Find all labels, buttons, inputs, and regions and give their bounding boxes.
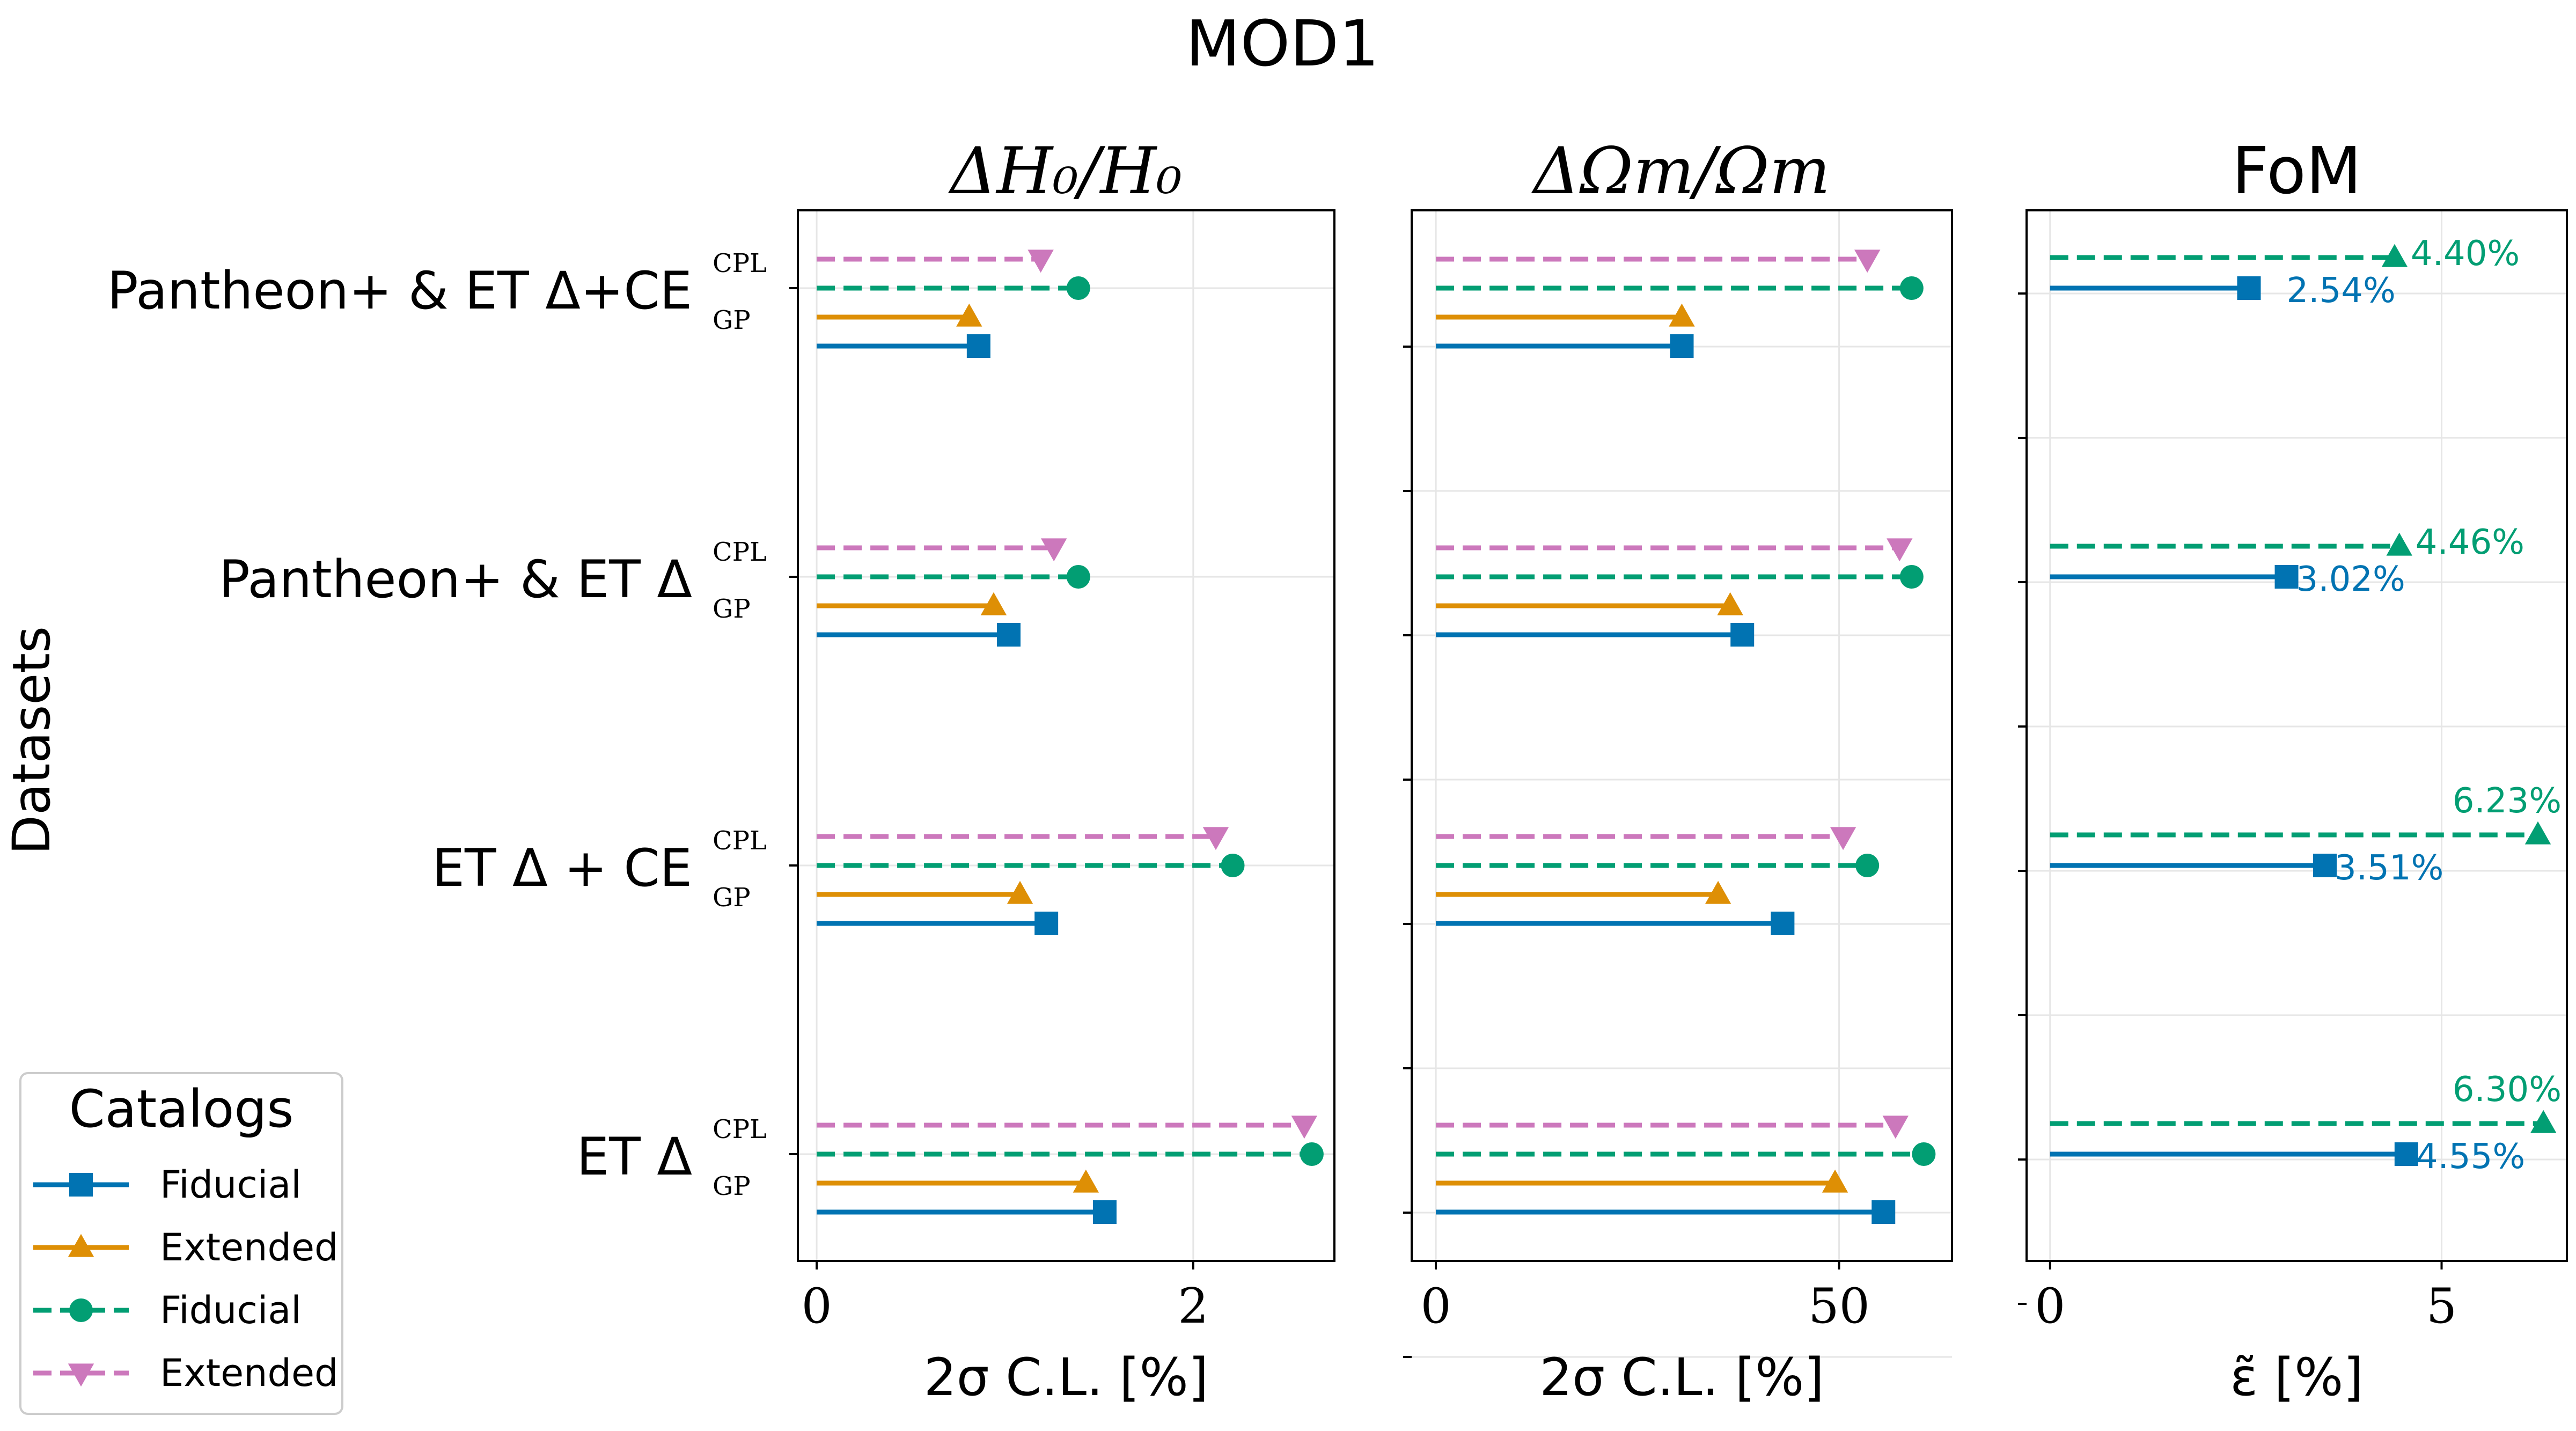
data-marker [1855, 854, 1880, 877]
data-marker [2274, 565, 2299, 589]
data-marker [1670, 334, 1694, 358]
x-tick-label: 50 [1808, 1278, 1870, 1334]
category-label: ET Δ [577, 1127, 692, 1187]
category-sublabel: CPL [713, 826, 767, 856]
data-label: 2.54% [2286, 271, 2395, 311]
data-marker [956, 303, 982, 327]
panel-title: FoM [2232, 134, 2362, 209]
data-marker [2237, 276, 2261, 300]
data-label: 4.55% [2416, 1137, 2525, 1177]
x-tick-label: 0 [2035, 1278, 2065, 1334]
data-marker [2381, 244, 2408, 267]
category-sublabel: GP [713, 883, 751, 913]
data-marker [1705, 880, 1731, 904]
legend: Catalogs Fiducial Extended Fiducial Extended [19, 1072, 343, 1415]
legend-marker [68, 1234, 94, 1257]
chart-panel: 2.54% 3.02% 3.51% 4.55% 4.40% 4.46% 6.23% 6.30%… [2018, 134, 2568, 1407]
legend-box [19, 1072, 343, 1415]
data-label: 3.02% [2296, 560, 2405, 599]
data-marker [1034, 912, 1059, 935]
data-marker [1887, 538, 1913, 562]
legend-label: Fiducial [160, 1163, 302, 1207]
legend-label: Fiducial [160, 1288, 302, 1332]
data-label: 4.40% [2411, 234, 2520, 274]
data-marker [1899, 276, 1924, 300]
data-label: 6.23% [2453, 781, 2562, 821]
data-marker [1092, 1200, 1117, 1224]
data-marker [1300, 1142, 1324, 1166]
data-marker [1882, 1116, 1909, 1139]
plot-frame [1411, 209, 1953, 1262]
panels-layer: Pantheon+ & ET Δ+CE CPL GP Pantheon+ & ET Δ… [107, 134, 2568, 1407]
data-marker [2386, 532, 2412, 556]
data-marker [2524, 821, 2551, 845]
data-marker [2394, 1142, 2418, 1166]
data-marker [980, 592, 1007, 615]
data-marker [1730, 623, 1755, 647]
data-marker [2530, 1110, 2557, 1133]
data-marker [1899, 565, 1924, 589]
plot-frame [2025, 209, 2568, 1262]
category-sublabel: CPL [713, 1114, 767, 1144]
data-marker [1717, 592, 1743, 615]
category-sublabel: GP [713, 305, 751, 335]
category-sublabel: CPL [713, 248, 767, 278]
data-marker [1202, 827, 1229, 850]
panel-title: ΔΩm/Ωm [1531, 134, 1831, 209]
x-tick-label: 0 [801, 1278, 832, 1334]
data-marker [1771, 912, 1795, 935]
legend-marker [69, 1298, 93, 1322]
legend-marker [68, 1363, 94, 1387]
x-tick-label: 0 [1420, 1278, 1451, 1334]
panel-title: ΔH₀/H₀ [948, 134, 1183, 209]
data-label: 6.30% [2453, 1070, 2562, 1110]
data-marker [1912, 1142, 1936, 1166]
data-marker [1830, 827, 1856, 850]
data-marker [1872, 1200, 1896, 1224]
data-marker [1073, 1169, 1099, 1193]
data-marker [1291, 1116, 1318, 1139]
x-tick-label: 5 [2426, 1278, 2457, 1334]
data-marker [1066, 565, 1090, 589]
data-label: 3.51% [2335, 848, 2443, 888]
legend-label: Extended [160, 1225, 338, 1269]
chart-panel: 0 2 ΔH₀/H₀ 2σ C.L. [%] [789, 134, 1335, 1407]
data-marker [1669, 303, 1695, 327]
x-tick-label: 2 [1178, 1278, 1208, 1334]
legend-marker [69, 1173, 93, 1197]
category-label: Pantheon+ & ET Δ+CE [107, 261, 692, 321]
category-label: ET Δ + CE [432, 838, 692, 898]
data-marker [1854, 249, 1881, 273]
data-marker [1028, 249, 1054, 273]
figure-title: MOD1 [1186, 6, 1379, 80]
category-sublabel: GP [713, 594, 751, 624]
y-axis-title: Datasets [2, 626, 62, 855]
category-sublabel: GP [713, 1171, 751, 1201]
x-axis-title: 2σ C.L. [%] [1539, 1347, 1824, 1407]
legend-label: Extended [160, 1351, 338, 1395]
x-axis-title: ε̃ [%] [2230, 1347, 2364, 1407]
category-sublabel: CPL [713, 537, 767, 567]
data-marker [1007, 880, 1033, 904]
data-marker [1221, 854, 1245, 877]
category-label: Pantheon+ & ET Δ [219, 549, 692, 610]
data-marker [1040, 538, 1067, 562]
data-marker [1066, 276, 1090, 300]
data-label: 4.46% [2416, 523, 2524, 562]
data-marker [996, 623, 1021, 647]
plot-frame [797, 209, 1335, 1262]
data-marker [1822, 1169, 1848, 1193]
legend-title: Catalogs [69, 1079, 294, 1139]
data-marker [966, 334, 990, 358]
chart-panel: 0 50 ΔΩm/Ωm 2σ C.L. [%] [1403, 134, 1953, 1407]
x-axis-title: 2σ C.L. [%] [924, 1347, 1209, 1407]
data-marker [2313, 854, 2337, 877]
